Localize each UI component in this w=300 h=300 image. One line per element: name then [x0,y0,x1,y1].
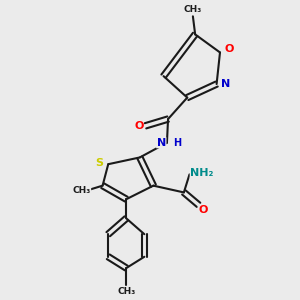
Text: CH₃: CH₃ [184,5,202,14]
Text: CH₃: CH₃ [73,186,91,195]
Text: N: N [221,79,230,89]
Text: H: H [173,138,181,148]
Text: S: S [95,158,103,168]
Text: O: O [198,206,208,215]
Text: O: O [134,121,143,131]
Text: CH₃: CH₃ [117,287,135,296]
Text: NH₂: NH₂ [190,168,214,178]
Text: N: N [157,138,166,148]
Text: O: O [224,44,234,54]
